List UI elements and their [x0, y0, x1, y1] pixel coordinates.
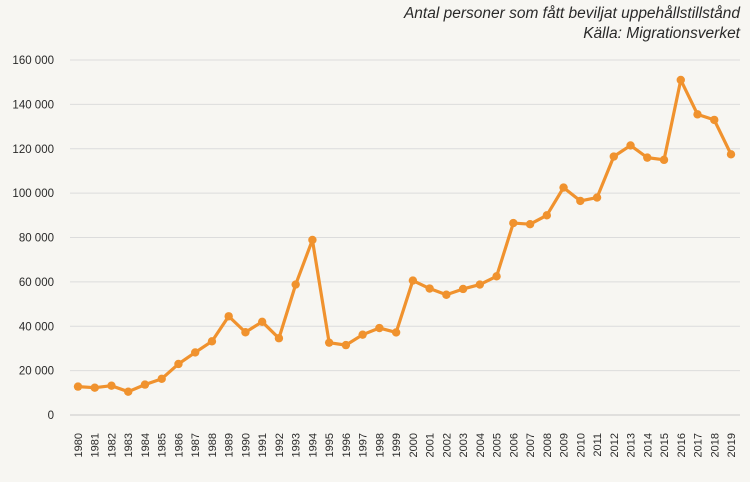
x-tick-label: 1986 — [173, 433, 185, 457]
x-tick-label: 2013 — [626, 433, 638, 457]
x-tick-label: 2010 — [575, 433, 587, 457]
y-tick-label: 40 000 — [19, 321, 54, 333]
data-point — [90, 383, 99, 392]
data-point — [626, 141, 635, 150]
series — [73, 75, 736, 396]
x-tick-label: 1988 — [207, 433, 219, 457]
y-tick-label: 140 000 — [12, 99, 54, 111]
data-point — [525, 219, 535, 229]
data-point — [107, 381, 116, 390]
x-tick-label: 1998 — [374, 433, 386, 457]
x-tick-label: 2003 — [458, 433, 470, 457]
data-point — [643, 153, 652, 162]
x-tick-label: 2012 — [609, 433, 621, 457]
y-tick-label: 0 — [48, 410, 54, 422]
x-tick-label: 2019 — [726, 433, 738, 457]
data-point — [576, 196, 585, 206]
data-point — [425, 284, 434, 293]
x-tick-label: 1989 — [224, 433, 236, 457]
x-tick-label: 2000 — [408, 433, 420, 457]
data-point — [274, 334, 284, 343]
x-tick-label: 1990 — [240, 433, 252, 457]
data-point — [174, 359, 183, 369]
data-point — [710, 115, 719, 125]
x-tick-label: 1999 — [391, 433, 403, 457]
grid-lines — [70, 59, 740, 416]
data-point — [224, 312, 233, 321]
x-tick-label: 2005 — [492, 433, 504, 457]
x-tick-label: 2004 — [475, 433, 487, 457]
x-axis: 1980 1981 1982 1983 1984 1985 1986 1987 1988 1989… — [73, 433, 738, 457]
x-tick-label: 2014 — [642, 433, 654, 457]
data-point — [458, 284, 468, 294]
data-point — [73, 382, 83, 391]
data-point — [391, 328, 401, 337]
data-point — [140, 380, 150, 389]
data-point — [542, 211, 552, 220]
data-point — [559, 183, 568, 192]
x-tick-label: 1987 — [190, 433, 202, 457]
x-tick-label: 1983 — [123, 433, 135, 457]
x-tick-label: 1996 — [341, 433, 353, 457]
y-axis: 0 20 000 40 000 60 000 80 000 100 000 120 000 1… — [12, 55, 54, 422]
x-tick-label: 1995 — [324, 433, 336, 457]
x-tick-label: 1992 — [274, 433, 286, 457]
x-tick-label: 1982 — [106, 433, 118, 457]
x-tick-label: 1993 — [291, 433, 303, 457]
x-tick-label: 2009 — [559, 433, 571, 457]
data-point — [659, 155, 669, 165]
y-tick-label: 20 000 — [19, 366, 54, 378]
x-tick-label: 1981 — [90, 433, 102, 457]
y-tick-label: 160 000 — [12, 55, 54, 67]
data-point — [509, 218, 518, 228]
x-tick-label: 1997 — [358, 433, 370, 457]
data-point — [408, 276, 418, 285]
data-point — [291, 280, 300, 289]
data-point — [257, 317, 267, 327]
data-point — [308, 235, 317, 245]
series-line — [76, 78, 733, 394]
y-tick-label: 60 000 — [19, 277, 54, 289]
x-tick-label: 2008 — [542, 433, 554, 457]
x-tick-label: 2015 — [659, 433, 671, 457]
x-tick-label: 1980 — [73, 433, 85, 457]
x-tick-label: 1994 — [307, 433, 319, 457]
x-tick-label: 2011 — [592, 433, 604, 457]
chart-title: Antal personer som fått beviljat uppehål… — [403, 5, 740, 22]
data-point — [241, 328, 250, 337]
data-point — [375, 323, 384, 333]
x-tick-label: 1985 — [157, 433, 169, 457]
x-tick-label: 2017 — [693, 433, 705, 457]
data-point — [609, 152, 618, 161]
data-point — [442, 290, 451, 299]
data-point — [207, 337, 217, 346]
x-tick-label: 2001 — [425, 433, 437, 457]
x-tick-label: 1984 — [140, 433, 152, 457]
x-tick-label: 2002 — [441, 433, 453, 457]
x-tick-label: 2016 — [676, 433, 688, 457]
data-point — [324, 338, 334, 347]
y-tick-label: 120 000 — [12, 144, 54, 156]
x-tick-label: 2007 — [525, 433, 537, 457]
title-block: Antal personer som fått beviljat uppehål… — [404, 4, 740, 44]
x-tick-label: 2006 — [508, 433, 520, 457]
data-point — [592, 193, 602, 202]
data-point — [693, 110, 702, 119]
data-point — [726, 150, 736, 159]
data-point — [676, 75, 685, 85]
x-tick-label: 2018 — [709, 433, 721, 457]
data-point — [492, 272, 501, 281]
data-point — [124, 387, 133, 396]
y-tick-label: 100 000 — [12, 188, 54, 200]
y-tick-label: 80 000 — [19, 233, 54, 245]
data-point — [475, 280, 485, 289]
data-point — [341, 340, 351, 350]
data-point — [191, 348, 200, 357]
data-point — [157, 374, 166, 384]
chart-subtitle: Källa: Migrationsverket — [583, 25, 740, 42]
data-point — [358, 330, 367, 339]
x-tick-label: 1991 — [257, 433, 269, 457]
